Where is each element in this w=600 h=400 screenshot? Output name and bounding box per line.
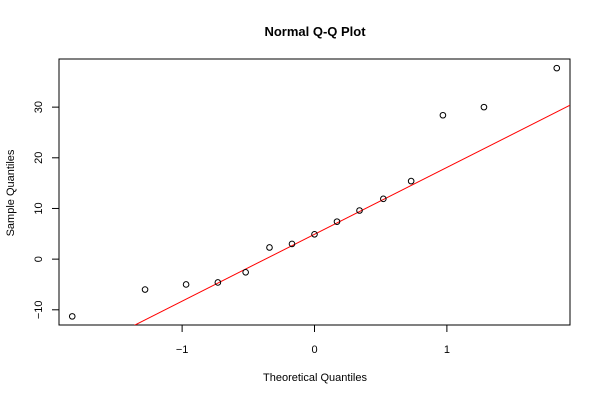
y-axis: −10 0 10 20 30 (33, 101, 60, 319)
data-point (288, 240, 296, 248)
data-point (266, 244, 273, 251)
y-tick-label: 10 (33, 202, 45, 214)
data-point (439, 111, 447, 119)
y-axis-label: Sample Quantiles (5, 149, 17, 236)
x-tick-label: −1 (176, 344, 189, 356)
x-tick-label: 0 (311, 344, 317, 356)
plot-frame (58, 58, 571, 326)
reference-line (133, 104, 570, 325)
data-point (333, 218, 341, 225)
x-axis: −1 0 1 (176, 324, 450, 356)
data-point (553, 64, 561, 72)
data-point (311, 231, 318, 238)
x-tick-label: 1 (444, 344, 450, 356)
data-point (68, 313, 76, 320)
x-axis-label: Theoretical Quantiles (263, 372, 367, 384)
data-point (480, 103, 488, 111)
y-tick-label: 30 (33, 101, 45, 113)
data-point (407, 177, 415, 185)
y-tick-label: 0 (33, 256, 45, 262)
data-point (380, 195, 387, 203)
y-tick-label: −10 (33, 300, 45, 319)
data-point (214, 279, 222, 286)
data-point (182, 281, 190, 288)
y-tick-label: 20 (33, 152, 45, 164)
chart-title: Normal Q-Q Plot (264, 24, 366, 39)
data-point (242, 269, 249, 276)
data-point (141, 286, 149, 293)
data-point (356, 207, 363, 214)
